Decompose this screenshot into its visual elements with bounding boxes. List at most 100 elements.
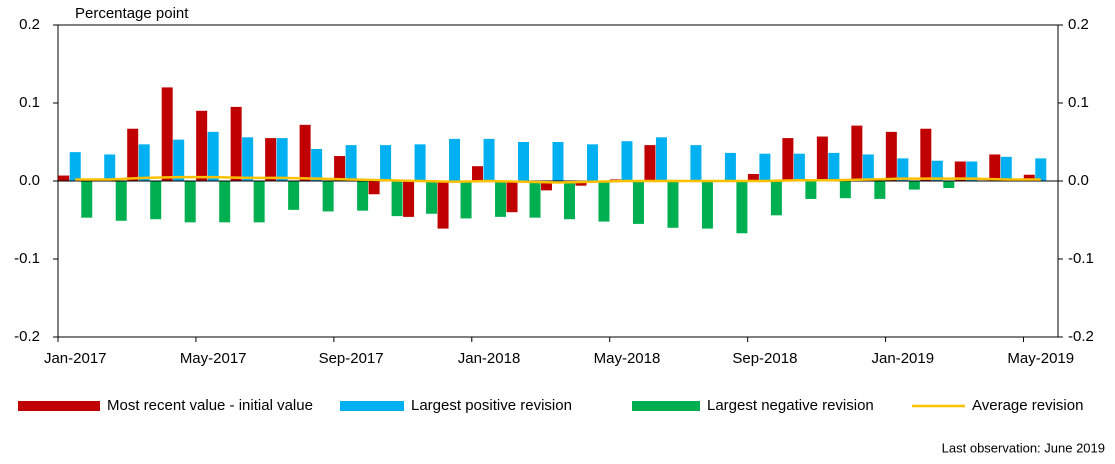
bar <box>1023 174 1035 181</box>
bar <box>345 145 357 181</box>
bar <box>127 128 139 181</box>
bar <box>839 181 851 199</box>
bar <box>564 181 575 220</box>
bar <box>598 181 610 222</box>
y-tick-label: 0.0 <box>19 172 40 189</box>
bar <box>874 181 886 199</box>
bar <box>1000 156 1012 181</box>
bar <box>58 175 70 181</box>
bar <box>391 181 403 217</box>
bar <box>403 181 415 217</box>
x-tick-label: May-2017 <box>180 350 247 367</box>
bar <box>954 161 966 181</box>
bar <box>380 145 392 181</box>
legend-swatch <box>632 401 700 411</box>
bar <box>920 128 932 181</box>
y-axis-label: Percentage point <box>75 5 189 22</box>
bar <box>449 138 461 181</box>
bar <box>81 181 93 218</box>
bar <box>265 138 277 181</box>
y2-tick-label: 0.2 <box>1068 16 1089 33</box>
bar <box>759 153 771 181</box>
bar <box>908 181 920 190</box>
bar <box>632 181 644 224</box>
bar <box>288 181 300 210</box>
bar <box>115 181 127 221</box>
bar <box>701 181 713 229</box>
legend-label: Largest negative revision <box>707 397 874 414</box>
bar <box>426 181 438 214</box>
bar <box>242 137 254 181</box>
y2-tick-label: 0.0 <box>1068 172 1089 189</box>
bar <box>724 152 736 181</box>
legend-swatch <box>18 401 100 411</box>
x-tick-label: May-2019 <box>1007 350 1074 367</box>
bar <box>219 181 231 223</box>
bar <box>793 153 805 181</box>
bar <box>828 152 840 181</box>
bar <box>782 138 794 181</box>
bar <box>506 181 518 213</box>
bar <box>253 181 265 223</box>
bar <box>138 144 150 181</box>
x-tick-label: Jan-2017 <box>44 350 107 367</box>
y2-tick-label: -0.1 <box>1068 250 1094 267</box>
y-tick-label: 0.2 <box>19 16 40 33</box>
y-tick-label: -0.1 <box>14 250 40 267</box>
note: Last observation: June 2019 <box>942 440 1105 455</box>
bar <box>414 144 426 181</box>
bar <box>989 154 1001 181</box>
x-tick-label: May-2018 <box>594 350 661 367</box>
bar <box>770 181 782 216</box>
bar <box>552 142 564 181</box>
bar <box>862 154 874 181</box>
bar <box>575 181 587 186</box>
bar <box>1035 158 1047 181</box>
legend-label: Largest positive revision <box>411 397 572 414</box>
bar <box>276 138 288 181</box>
bar <box>460 181 472 219</box>
bar <box>885 131 897 181</box>
bar <box>173 139 185 181</box>
bar <box>437 181 449 229</box>
bar <box>230 106 242 181</box>
bar <box>368 181 380 195</box>
bar <box>667 181 679 228</box>
y2-tick-label: 0.1 <box>1068 94 1089 111</box>
bar <box>322 181 334 212</box>
y2-tick-label: -0.2 <box>1068 328 1094 345</box>
legend-label: Average revision <box>972 397 1083 414</box>
bar <box>150 181 162 220</box>
bar <box>483 138 495 181</box>
bar <box>357 181 369 211</box>
legend-label: Most recent value - initial value <box>107 397 313 414</box>
bar <box>207 131 219 181</box>
bar <box>184 181 196 223</box>
bar <box>69 152 81 181</box>
bar <box>495 181 507 217</box>
y-tick-label: -0.2 <box>14 328 40 345</box>
x-tick-label: Sep-2018 <box>732 350 797 367</box>
bar <box>334 156 346 181</box>
bar <box>747 173 759 181</box>
legend-swatch <box>340 401 404 411</box>
bar <box>529 181 541 218</box>
bar <box>736 181 748 234</box>
y-tick-label: 0.1 <box>19 94 40 111</box>
bar <box>931 160 943 181</box>
bar <box>621 141 633 181</box>
bar <box>472 166 484 181</box>
bar <box>966 161 978 181</box>
bar <box>518 142 530 181</box>
bar <box>196 110 208 181</box>
bar <box>897 158 909 181</box>
bar <box>104 154 116 181</box>
bar <box>943 181 955 189</box>
bar <box>690 145 702 181</box>
line <box>75 175 1041 184</box>
bar <box>161 87 173 181</box>
bar <box>299 124 311 181</box>
bar <box>586 144 598 181</box>
bar <box>851 125 863 181</box>
